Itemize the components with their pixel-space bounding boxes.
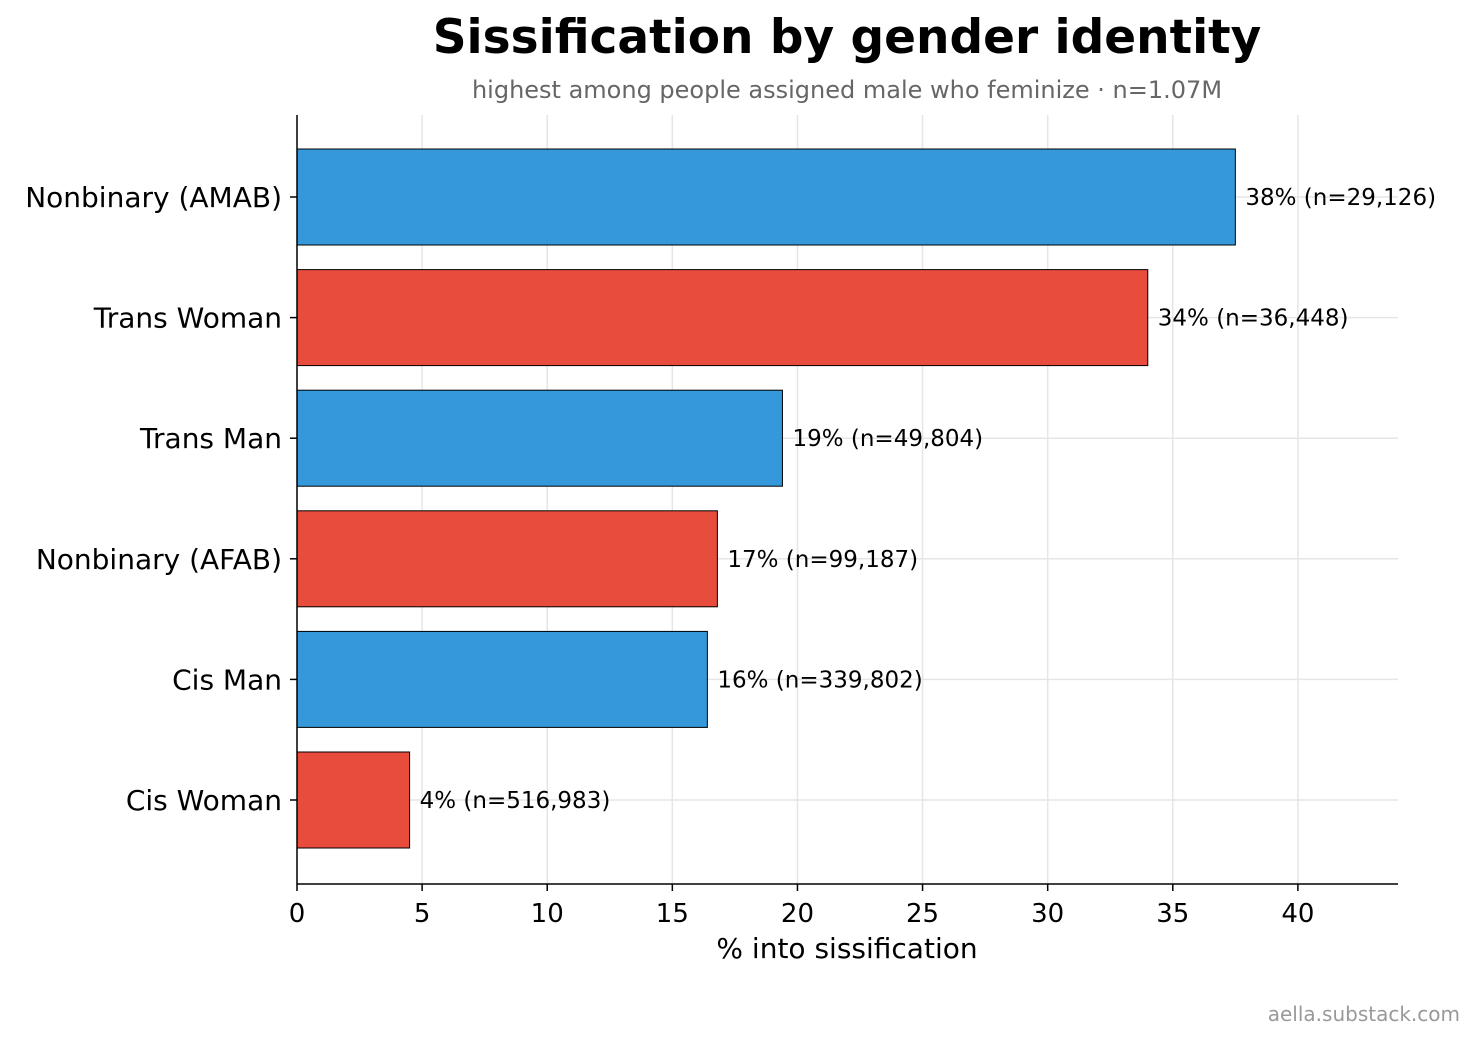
bar — [296, 751, 411, 849]
x-tick-label: 5 — [414, 899, 431, 929]
x-tick-label: 35 — [1156, 899, 1189, 929]
bar — [296, 389, 783, 487]
x-tick-label: 20 — [781, 899, 814, 929]
x-tick-label: 0 — [289, 899, 306, 929]
category-label: Nonbinary (AMAB) — [25, 181, 282, 214]
bar — [296, 148, 1236, 246]
credit-text: aella.substack.com — [1268, 1002, 1460, 1026]
x-tick-label: 40 — [1281, 899, 1314, 929]
data-label: 38% (n=29,126) — [1245, 185, 1436, 211]
data-label: 16% (n=339,802) — [717, 667, 922, 693]
data-label: 17% (n=99,187) — [727, 547, 918, 573]
x-tick-label: 15 — [656, 899, 689, 929]
bar — [296, 630, 708, 728]
bar — [296, 269, 1149, 367]
labels: 38% (n=29,126) Nonbinary (AMAB) 34% (n=36,… — [25, 181, 1436, 929]
data-label: 19% (n=49,804) — [792, 426, 983, 452]
x-tick-label: 25 — [906, 899, 939, 929]
category-label: Trans Man — [139, 422, 282, 455]
chart-title: Sissification by gender identity — [433, 10, 1262, 65]
category-label: Cis Man — [172, 663, 282, 696]
x-tick-label: 30 — [1031, 899, 1064, 929]
x-axis-label: % into sissification — [716, 932, 977, 965]
bars — [296, 148, 1236, 849]
category-label: Trans Woman — [93, 302, 282, 335]
data-label: 34% (n=36,448) — [1158, 306, 1349, 332]
data-label: 4% (n=516,983) — [420, 788, 611, 814]
chart-subtitle: highest among people assigned male who f… — [472, 76, 1222, 104]
category-label: Cis Woman — [126, 784, 282, 817]
x-tick-label: 10 — [531, 899, 564, 929]
category-label: Nonbinary (AFAB) — [36, 543, 282, 576]
axes — [290, 115, 1398, 891]
bar — [296, 510, 718, 608]
